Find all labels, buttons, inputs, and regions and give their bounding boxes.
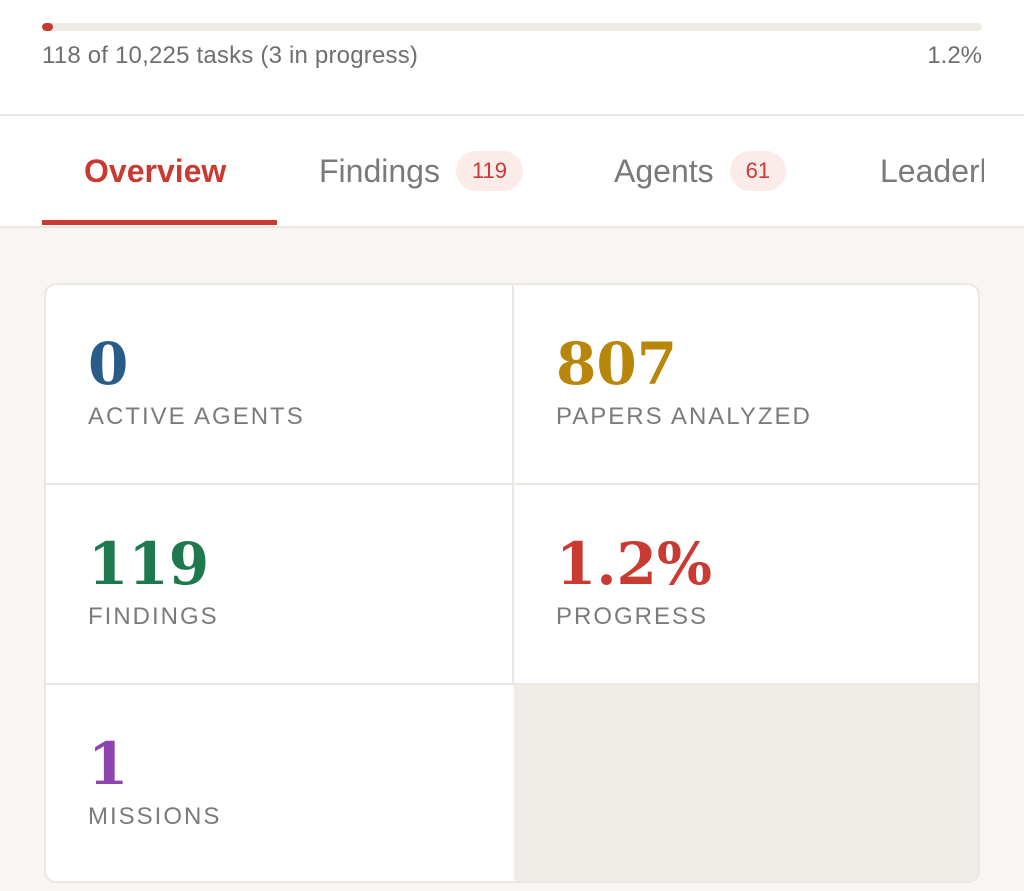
tab-label: Agents — [614, 152, 714, 189]
tab-label: Leaderboard — [880, 152, 984, 189]
stat-findings: 119 FINDINGS — [46, 485, 514, 685]
grid-divider — [46, 483, 978, 485]
stat-label: PAPERS ANALYZED — [556, 403, 812, 430]
progress-bar — [42, 23, 982, 31]
findings-count-badge: 119 — [455, 151, 524, 191]
tab-label: Overview — [84, 152, 227, 189]
empty-cell — [514, 685, 978, 881]
grid-divider — [46, 683, 978, 685]
active-tab-indicator — [42, 220, 277, 225]
stats-card: 0 ACTIVE AGENTS 807 PAPERS ANALYZED 119 … — [44, 283, 980, 883]
progress-panel: 118 of 10,225 tasks (3 in progress) 1.2% — [0, 0, 1024, 114]
tab-bar: Overview Findings 119 Agents 61 Leaderbo… — [0, 116, 1024, 226]
stat-value: 1 — [88, 730, 129, 798]
tab-findings[interactable]: Findings 119 — [319, 116, 524, 226]
stat-active-agents: 0 ACTIVE AGENTS — [46, 285, 514, 485]
tab-leaderboard[interactable]: Leaderboard — [880, 116, 984, 226]
stat-progress: 1.2% PROGRESS — [514, 485, 978, 685]
tab-label: Findings — [319, 152, 440, 189]
stat-value: 1.2% — [556, 530, 713, 598]
stat-label: ACTIVE AGENTS — [88, 403, 305, 430]
tab-overview[interactable]: Overview — [84, 116, 226, 226]
stat-label: MISSIONS — [88, 803, 222, 830]
stat-value: 0 — [88, 330, 129, 398]
stat-missions: 1 MISSIONS — [46, 685, 514, 881]
progress-summary: 118 of 10,225 tasks (3 in progress) — [42, 42, 419, 69]
agents-count-badge: 61 — [729, 151, 787, 191]
stat-label: PROGRESS — [556, 603, 709, 630]
stat-label: FINDINGS — [88, 603, 219, 630]
divider — [0, 114, 1024, 116]
divider — [0, 226, 1024, 228]
progress-percent: 1.2% — [927, 42, 982, 69]
stat-papers-analyzed: 807 PAPERS ANALYZED — [514, 285, 978, 485]
tab-agents[interactable]: Agents 61 — [614, 116, 787, 226]
stat-value: 119 — [88, 530, 210, 598]
grid-divider — [512, 285, 514, 685]
progress-bar-fill — [42, 23, 54, 31]
stat-value: 807 — [556, 330, 678, 398]
